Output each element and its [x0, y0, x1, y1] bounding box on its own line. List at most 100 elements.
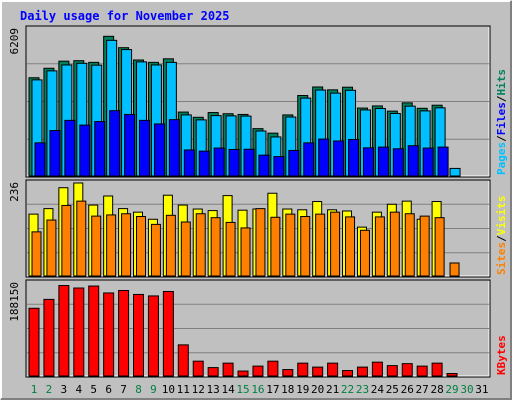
day-label-17: 17 [266, 383, 279, 396]
day-label-23: 23 [356, 383, 369, 396]
bar-kbytes-day-16 [252, 365, 264, 377]
day-label-21: 21 [326, 383, 339, 396]
bar-sites-day-26 [404, 213, 415, 277]
bar-kbytes-day-7 [118, 289, 130, 377]
bar-kbytes-day-27 [416, 365, 428, 377]
bar-kbytes-day-2 [43, 298, 55, 377]
day-label-31: 31 [475, 383, 488, 396]
panel-visits-ymax-label: 236 [8, 182, 21, 202]
bar-sites-day-4 [76, 200, 87, 277]
bar-sites-day-2 [46, 219, 57, 277]
bar-pages-day-12 [198, 150, 210, 177]
legend-label-visits: Visits [495, 196, 508, 236]
day-label-25: 25 [386, 383, 399, 396]
day-label-29: 29 [445, 383, 458, 396]
bar-pages-day-18 [288, 149, 300, 177]
bar-sites-day-6 [106, 214, 117, 277]
bar-pages-day-19 [303, 142, 315, 177]
bar-kbytes-day-21 [327, 362, 339, 377]
day-label-6: 6 [105, 383, 112, 396]
day-label-15: 15 [236, 383, 249, 396]
bar-pages-day-6 [109, 110, 121, 177]
bar-pages-day-22 [348, 139, 360, 177]
bar-pages-day-8 [139, 119, 151, 177]
bar-kbytes-day-3 [58, 285, 70, 377]
bar-sites-day-1 [31, 231, 42, 277]
legend-label-separator: / [495, 235, 508, 242]
legend-label-files: Files [495, 102, 508, 135]
bar-sites-day-28 [434, 217, 445, 277]
bar-files-day-29 [449, 167, 461, 177]
bar-sites-day-21 [330, 211, 341, 277]
panel-kbytes-ymax-label: 188150 [8, 282, 21, 322]
bar-pages-day-1 [34, 142, 46, 177]
bar-kbytes-day-22 [342, 370, 354, 377]
bar-pages-day-4 [79, 124, 91, 177]
bar-sites-day-14 [225, 221, 236, 277]
day-label-10: 10 [162, 383, 175, 396]
legend-label-separator: / [495, 135, 508, 142]
bar-sites-day-17 [270, 216, 281, 277]
bar-sites-day-5 [91, 215, 102, 277]
chart-title: Daily usage for November 2025 [20, 9, 230, 23]
panel-hits-ymax-label: 6209 [8, 28, 21, 55]
day-label-27: 27 [416, 383, 429, 396]
bar-sites-day-13 [210, 217, 221, 277]
bar-pages-day-14 [228, 148, 240, 177]
legend-label-sites: Sites [495, 242, 508, 275]
bar-pages-day-9 [153, 123, 165, 177]
day-label-5: 5 [90, 383, 97, 396]
bar-pages-day-7 [124, 113, 136, 177]
x-axis-day-labels: 1 2 3 4 5 6 7 8 9 10 11 12 13 14 15 16 17 18 19 20 21 22 23 24 2… [31, 383, 489, 396]
bar-pages-day-15 [243, 148, 255, 177]
bar-kbytes-day-13 [207, 367, 219, 377]
bar-kbytes-day-14 [222, 362, 234, 377]
bar-pages-day-13 [213, 147, 225, 177]
bar-pages-day-16 [258, 154, 270, 177]
bar-kbytes-day-20 [312, 366, 324, 377]
bar-kbytes-day-17 [267, 360, 279, 377]
day-label-13: 13 [207, 383, 220, 396]
panel-kbytes: 188150 KBytes [8, 279, 508, 378]
bar-sites-day-24 [374, 216, 385, 277]
panel-visits-frame [25, 179, 491, 278]
bar-sites-day-9 [150, 223, 161, 277]
bar-kbytes-day-25 [386, 365, 398, 377]
legend-label-separator: / [495, 95, 508, 102]
bar-sites-day-7 [121, 213, 132, 277]
bar-kbytes-day-28 [431, 362, 443, 377]
day-label-30: 30 [460, 383, 473, 396]
bar-kbytes-day-26 [401, 363, 413, 377]
day-label-3: 3 [61, 383, 68, 396]
bar-pages-day-2 [49, 130, 61, 177]
bar-pages-day-25 [392, 148, 404, 177]
bar-kbytes-day-24 [371, 361, 383, 377]
day-label-1: 1 [31, 383, 38, 396]
legend-label-pages: Pages [495, 142, 508, 175]
bar-kbytes-day-18 [282, 369, 294, 377]
day-label-16: 16 [251, 383, 264, 396]
day-label-12: 12 [192, 383, 205, 396]
bar-sites-day-8 [136, 215, 147, 277]
bar-pages-day-21 [333, 140, 345, 177]
bar-sites-day-20 [315, 213, 326, 277]
bar-sites-day-22 [345, 216, 356, 277]
day-label-22: 22 [341, 383, 354, 396]
day-label-24: 24 [371, 383, 385, 396]
bar-sites-day-18 [285, 213, 296, 277]
bar-kbytes-day-11 [177, 344, 189, 377]
bar-sites-day-23 [359, 229, 370, 277]
panel-kbytes-legend: KBytes [495, 335, 508, 375]
legend-label-hits: Hits [495, 69, 508, 96]
bar-sites-day-29 [449, 262, 460, 277]
day-label-2: 2 [46, 383, 53, 396]
bar-sites-day-25 [389, 211, 400, 277]
day-label-7: 7 [120, 383, 127, 396]
panel-visits-legend: Sites/Visits [495, 196, 508, 276]
chart-panels: 6209Pages/Files/Hits236Sites/Visits18815… [8, 25, 508, 378]
day-label-18: 18 [281, 383, 294, 396]
bar-kbytes-day-1 [28, 307, 40, 377]
bar-pages-day-23 [362, 147, 374, 177]
